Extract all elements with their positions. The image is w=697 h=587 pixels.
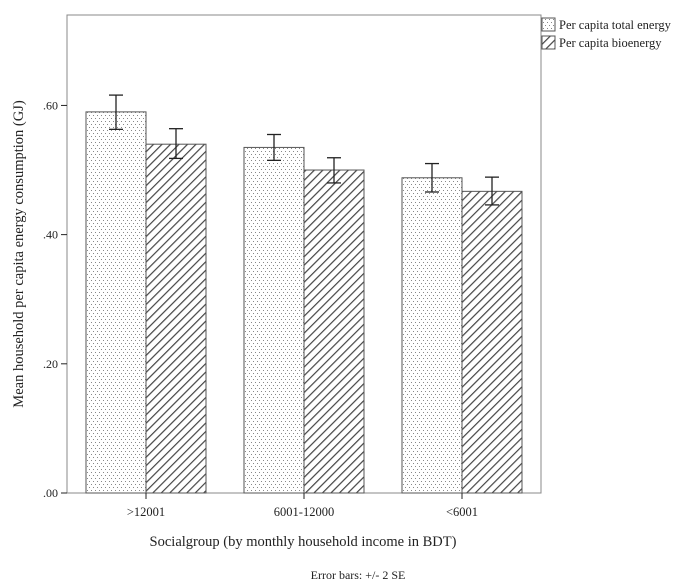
y-axis: .00 .20 .40 .60 <box>43 98 67 500</box>
bar-total-energy <box>243 146 305 494</box>
legend: Per capita total energy Per capita bioene… <box>541 17 672 50</box>
y-tick-label: .00 <box>43 486 58 500</box>
x-axis-label: Socialgroup (by monthly household income… <box>150 534 457 550</box>
bar-bioenergy <box>303 169 365 494</box>
x-axis: >12001 6001-12000 <6001 <box>127 493 478 519</box>
x-tick-label: <6001 <box>446 505 478 519</box>
x-tick-label: >12001 <box>127 505 165 519</box>
y-axis-label: Mean household per capita energy consump… <box>11 100 27 408</box>
legend-swatch <box>541 35 556 50</box>
bar-total-energy <box>85 111 147 494</box>
legend-swatch <box>541 17 556 32</box>
y-tick-label: .60 <box>43 98 58 112</box>
y-tick-label: .20 <box>43 357 58 371</box>
bar-bioenergy <box>145 143 207 494</box>
bar-bioenergy <box>461 190 523 494</box>
y-tick-label: .40 <box>43 228 58 242</box>
legend-label: Per capita bioenergy <box>559 36 662 50</box>
bars <box>85 111 523 494</box>
error-bars <box>109 94 499 206</box>
legend-label: Per capita total energy <box>559 18 672 32</box>
error-bars-footnote: Error bars: +/- 2 SE <box>311 568 406 582</box>
x-tick-label: 6001-12000 <box>274 505 334 519</box>
bar-total-energy <box>401 177 463 494</box>
